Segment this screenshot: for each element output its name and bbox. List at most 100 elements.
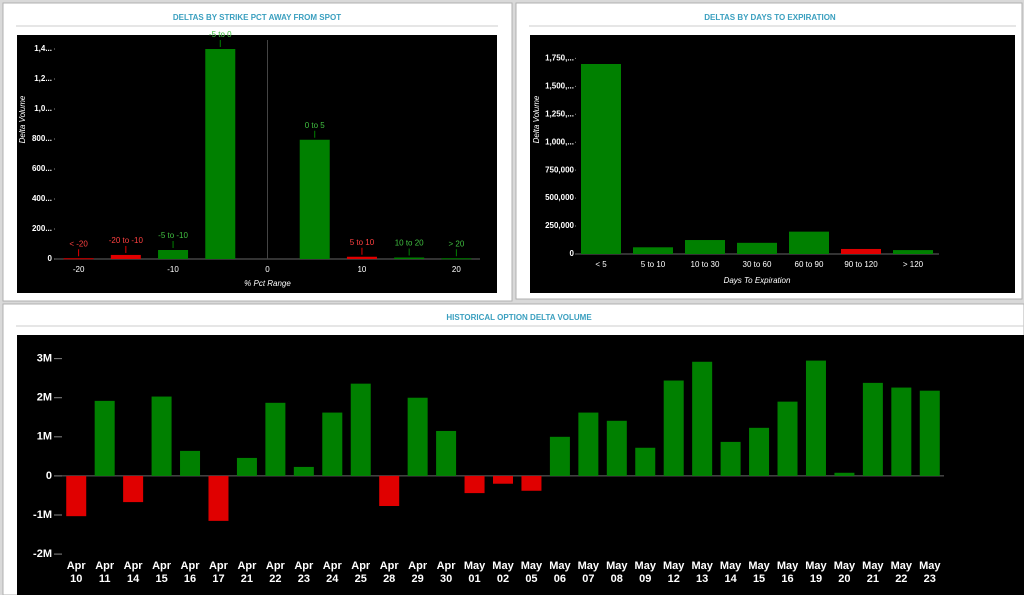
x-tick-label: Apr 30 [436,560,456,585]
x-tick-label: May 19 [805,560,827,585]
y-tick-label: 600... [32,164,52,173]
bar [578,412,599,476]
bar [777,401,798,476]
x-tick-label: May 06 [549,560,571,585]
x-tick-label: May 23 [919,560,941,585]
y-tick-label: 400... [32,194,52,203]
y-tick-label: 1,2... [34,74,52,83]
bar [685,240,725,254]
y-tick-label: 0 [48,254,53,263]
bar [633,247,673,254]
y-tick-label: 1,4... [34,44,52,53]
x-tick-label: Apr 10 [66,560,86,585]
x-tick-label: 30 to 60 [743,260,772,269]
x-tick-label: 10 [357,265,366,274]
x-tick-label: May 15 [748,560,770,585]
y-tick-label: 0 [46,470,52,482]
bar [66,475,87,517]
x-tick-label: < 5 [595,260,607,269]
data-label: 10 to 20 [395,239,424,248]
bar [436,430,457,476]
bar [862,382,883,476]
x-tick-label: Apr 14 [123,560,143,585]
chart-title: HISTORICAL OPTION DELTA VOLUME [446,313,592,322]
bar [581,64,621,254]
bar [841,248,881,254]
bar [834,472,855,476]
x-tick-label: May 05 [520,560,543,585]
x-tick-label: May 12 [663,560,685,585]
y-tick-label: 3M [37,353,52,365]
bar [94,400,115,476]
x-tick-label: May 14 [719,560,742,585]
chart-title: DELTAS BY STRIKE PCT AWAY FROM SPOT [173,13,341,22]
bar [891,387,912,476]
x-tick-label: -10 [167,265,179,274]
y-tick-label: 250,000 [545,221,574,230]
bar [549,436,570,476]
data-label: -5 to -10 [158,231,188,240]
x-tick-label: Apr 21 [237,560,257,585]
y-tick-label: 750,000 [545,165,574,174]
bar [293,466,314,476]
bar [158,250,189,259]
bar [805,360,826,476]
x-tick-label: Apr 23 [294,560,314,585]
x-tick-label: May 08 [606,560,628,585]
bar [123,475,144,503]
data-label: 5 to 10 [350,238,375,247]
y-axis-title: Delta Volume [18,95,27,143]
bar [663,380,684,476]
data-label: < -20 [69,239,88,248]
x-tick-label: May 13 [691,560,713,585]
y-tick-label: 1,500,... [545,81,574,90]
bar [205,49,236,259]
bar [208,475,229,521]
y-axis-title: Delta Volume [532,95,541,143]
bar [350,383,371,476]
x-tick-label: 20 [452,265,461,274]
x-tick-label: -20 [73,265,85,274]
y-tick-label: 1M [37,431,52,443]
x-tick-label: Apr 15 [152,560,172,585]
x-axis-title: Days To Expiration [724,276,791,285]
x-tick-label: May 16 [776,560,799,585]
bar [151,396,172,476]
y-tick-label: -2M [33,548,52,560]
data-label: > 20 [448,239,464,248]
y-tick-label: 500,000 [545,193,574,202]
y-tick-label: 1,000,... [545,137,574,146]
x-tick-label: 90 to 120 [844,260,878,269]
x-tick-label: Apr 16 [180,560,200,585]
bar [265,402,286,476]
bar [606,420,627,476]
bar [441,258,472,260]
bar [180,450,201,476]
y-tick-label: 0 [570,249,575,258]
y-tick-label: 800... [32,134,52,143]
x-tick-label: May 22 [890,560,913,585]
data-label: -20 to -10 [109,236,144,245]
x-tick-label: May 01 [463,560,486,585]
y-tick-label: 1,750,... [545,54,574,63]
x-tick-label: Apr 28 [379,560,399,585]
plot-area [17,35,497,293]
bar [749,427,770,476]
x-tick-label: Apr 24 [322,560,342,585]
x-tick-label: Apr 29 [408,560,428,585]
x-axis-title: % Pct Range [244,279,291,288]
x-tick-label: > 120 [903,260,924,269]
bar [919,390,940,476]
bar [521,475,542,491]
bar [737,242,777,254]
bar [464,475,485,494]
bar [322,412,343,476]
bar [720,441,741,476]
x-tick-label: 5 to 10 [641,260,666,269]
bar [692,361,713,476]
bar [346,256,377,259]
x-tick-label: Apr 17 [208,560,228,585]
bar [379,475,400,507]
x-tick-label: Apr 11 [95,560,115,585]
